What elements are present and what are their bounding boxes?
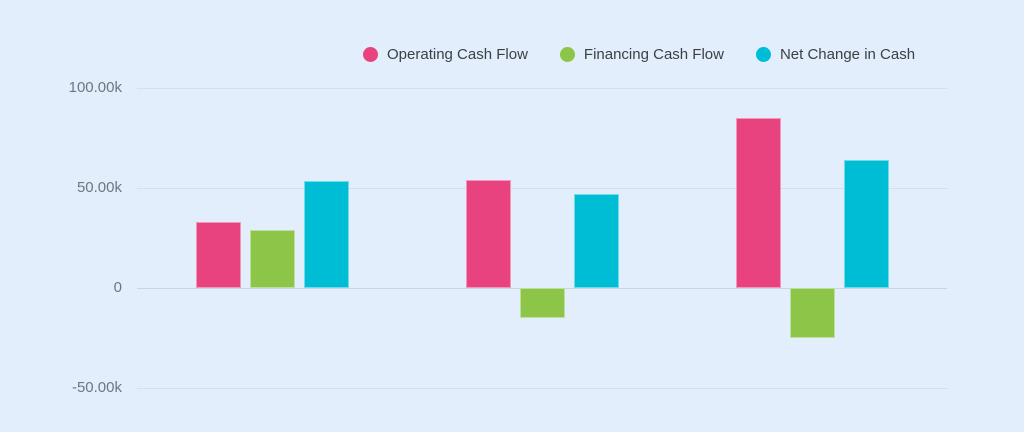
- legend-dot-icon: [755, 47, 771, 62]
- y-axis-tick-label: -50.00k: [71, 378, 122, 396]
- bar-financing-cash-flow-group-3[interactable]: [789, 287, 835, 338]
- y-axis-tick-label: 0: [113, 278, 122, 296]
- bar-operating-cash-flow-group-3[interactable]: [735, 118, 781, 288]
- y-axis-tick-label: 100.00k: [68, 79, 122, 96]
- legend: Operating Cash Flow Financing Cash Flow …: [363, 46, 915, 63]
- legend-label: Net Change in Cash: [779, 46, 916, 63]
- legend-item-financing-cash-flow[interactable]: Financing Cash Flow: [559, 46, 724, 63]
- legend-item-operating-cash-flow[interactable]: Operating Cash Flow: [363, 46, 528, 63]
- bar-operating-cash-flow-group-1[interactable]: [195, 221, 241, 288]
- legend-dot-icon: [363, 47, 378, 62]
- bar-net-change-in-cash-group-3[interactable]: [843, 159, 889, 288]
- gridline: [137, 187, 947, 189]
- legend-label: Financing Cash Flow: [583, 46, 724, 63]
- legend-item-net-change-in-cash[interactable]: Net Change in Cash: [755, 46, 916, 63]
- gridline: [137, 387, 947, 389]
- gridline: [137, 88, 947, 89]
- y-axis-tick-label: 50.00k: [76, 178, 122, 196]
- bar-operating-cash-flow-group-2[interactable]: [465, 179, 511, 288]
- bar-financing-cash-flow-group-2[interactable]: [519, 287, 565, 318]
- legend-label: Operating Cash Flow: [387, 46, 528, 63]
- bar-net-change-in-cash-group-2[interactable]: [573, 193, 619, 288]
- legend-dot-icon: [559, 47, 575, 62]
- bar-financing-cash-flow-group-1[interactable]: [249, 229, 295, 288]
- bar-net-change-in-cash-group-1[interactable]: [303, 180, 349, 288]
